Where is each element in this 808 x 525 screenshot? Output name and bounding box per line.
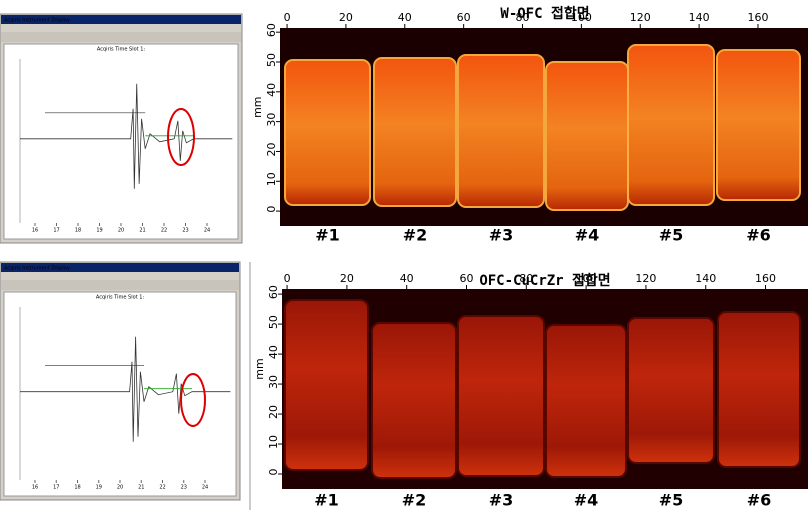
y-axis-label: mm (251, 96, 264, 117)
scope-x-tick-label: 18 (75, 228, 81, 234)
scope-x-tick-label: 19 (96, 228, 102, 234)
sample-block (457, 315, 545, 477)
scope-x-tick-label: 23 (181, 485, 187, 491)
toolbar (1, 280, 239, 290)
y-tick-label: 50 (267, 315, 280, 329)
highlight-circle (180, 373, 206, 427)
sample-block (716, 49, 801, 201)
y-tick-label: 0 (265, 206, 278, 213)
scope-plot-title: Acqiris Time Slot 1: (97, 47, 145, 53)
x-tick-label: 60 (460, 272, 474, 285)
sample-label: #2 (403, 226, 428, 245)
y-axis-label: mm (253, 358, 266, 379)
scope-window: Acqiris Instrument Display Acqiris Time S… (0, 261, 241, 501)
scope-signal (20, 83, 233, 189)
sample-block (373, 57, 457, 207)
sample-label: #6 (747, 491, 772, 510)
sample-label: #2 (402, 491, 427, 510)
x-tick-label: 80 (519, 272, 533, 285)
scope-x-tick-label: 21 (138, 485, 144, 491)
sample-label: #4 (574, 491, 599, 510)
y-tick-label: 50 (265, 53, 278, 67)
sample-label: #1 (314, 491, 339, 510)
scope-x-tick-label: 20 (118, 228, 124, 234)
x-tick-label: 160 (747, 11, 768, 24)
y-tick-label: 10 (265, 172, 278, 186)
scope-x-tick-label: 17 (53, 485, 59, 491)
sample-block (627, 44, 715, 206)
highlight-circle (167, 108, 195, 166)
scope-x-tick-label: 24 (204, 228, 210, 234)
scope-x-tick-label: 20 (117, 485, 123, 491)
scope-x-tick-label: 21 (139, 228, 145, 234)
sample-block (627, 317, 715, 464)
y-tick-label: 10 (267, 435, 280, 449)
scope-x-tick-label: 24 (202, 485, 208, 491)
x-tick-label: 100 (576, 272, 597, 285)
y-tick-label: 40 (265, 83, 278, 97)
sample-block (457, 54, 545, 208)
window-title: Acqiris Instrument Display (4, 18, 70, 24)
scope-x-tick-label: 22 (159, 485, 165, 491)
sample-label: #3 (489, 491, 514, 510)
y-tick-label: 30 (265, 113, 278, 127)
x-tick-label: 80 (516, 11, 530, 24)
y-tick-label: 40 (267, 345, 280, 359)
sample-label: #5 (659, 491, 684, 510)
title-bar (1, 263, 239, 272)
scope-x-tick-label: 16 (32, 228, 38, 234)
window-title: Acqiris Instrument Display (4, 266, 70, 272)
x-tick-label: 40 (398, 11, 412, 24)
scope-x-tick-label: 16 (32, 485, 38, 491)
x-tick-label: 100 (571, 11, 592, 24)
y-tick-label: 20 (265, 142, 278, 156)
sample-label: #6 (746, 226, 771, 245)
sample-label: #1 (315, 226, 340, 245)
sample-block (284, 299, 369, 471)
sample-block (371, 322, 457, 479)
x-tick-label: 0 (284, 272, 291, 285)
y-tick-label: 0 (267, 469, 280, 476)
sample-block (284, 59, 371, 206)
title-bar (1, 15, 241, 24)
x-tick-label: 20 (339, 11, 353, 24)
sample-label: #3 (489, 226, 514, 245)
scope-x-tick-label: 17 (53, 228, 59, 234)
sample-label: #4 (575, 226, 600, 245)
x-tick-label: 20 (340, 272, 354, 285)
panel-title: W-OFC 접합면 (500, 5, 589, 22)
y-tick-label: 60 (265, 23, 278, 37)
sample-block (545, 61, 629, 211)
scope-plot-title: Acqiris Time Slot 1: (96, 295, 144, 301)
plot-area (3, 43, 239, 240)
y-tick-label: 20 (267, 405, 280, 419)
scope-x-tick-label: 18 (74, 485, 80, 491)
toolbar (1, 32, 241, 42)
x-tick-label: 0 (284, 11, 291, 24)
sample-label: #5 (659, 226, 684, 245)
panel-title: OFC-CuCrZr 접합면 (479, 272, 610, 289)
sample-block (545, 324, 627, 478)
x-tick-label: 140 (695, 272, 716, 285)
scope-x-tick-label: 22 (161, 228, 167, 234)
sample-block (717, 311, 801, 468)
x-tick-label: 40 (400, 272, 414, 285)
x-tick-label: 120 (635, 272, 656, 285)
scope-window: Acqiris Instrument Display Acqiris Time S… (0, 13, 243, 244)
y-tick-label: 30 (267, 375, 280, 389)
plot-area (3, 291, 237, 497)
scope-x-tick-label: 19 (96, 485, 102, 491)
x-tick-label: 60 (457, 11, 471, 24)
x-tick-label: 160 (755, 272, 776, 285)
scope-x-tick-label: 23 (182, 228, 188, 234)
x-tick-label: 120 (630, 11, 651, 24)
x-tick-label: 140 (689, 11, 710, 24)
y-tick-label: 60 (267, 285, 280, 299)
